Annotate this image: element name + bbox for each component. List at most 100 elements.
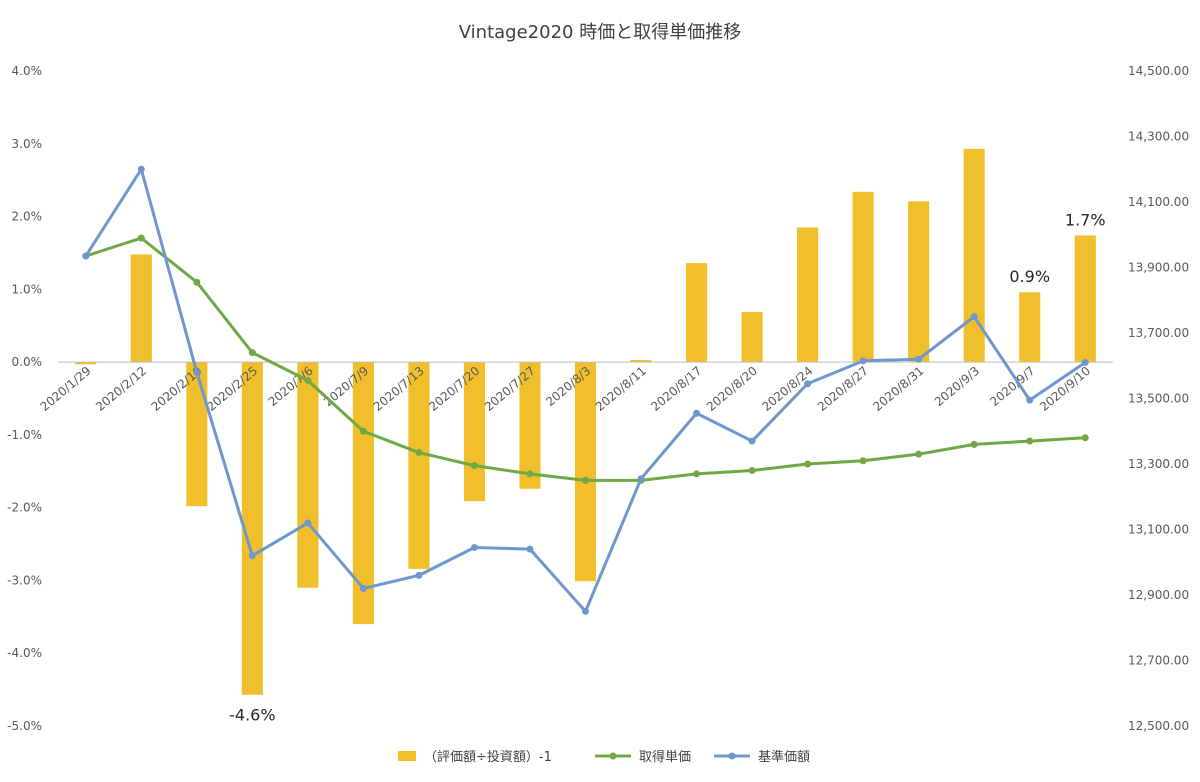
left-tick-label: -4.0% xyxy=(7,646,42,660)
right-tick-label: 14,100.00 xyxy=(1128,195,1189,209)
bar xyxy=(241,362,263,695)
legend-swatch-marker xyxy=(728,752,736,760)
series-point xyxy=(248,552,256,560)
series-point xyxy=(970,440,978,448)
left-tick-label: 0.0% xyxy=(12,355,43,369)
series-point xyxy=(470,544,478,552)
legend-label: 取得単価 xyxy=(639,749,691,765)
left-tick-label: 2.0% xyxy=(12,210,43,224)
bar xyxy=(75,362,97,365)
series-point xyxy=(859,457,867,465)
left-tick-label: -2.0% xyxy=(7,501,42,515)
series-point xyxy=(193,278,201,286)
series-point xyxy=(859,357,867,365)
series-point xyxy=(748,467,756,475)
series-point xyxy=(415,571,423,579)
right-tick-label: 12,500.00 xyxy=(1128,719,1189,733)
right-tick-label: 13,300.00 xyxy=(1128,457,1189,471)
data-label: 1.7% xyxy=(1065,210,1106,229)
series-point xyxy=(526,470,534,478)
series-point xyxy=(526,545,534,553)
left-tick-label: 4.0% xyxy=(12,64,43,78)
right-axis: 14,500.00 14,300.00 14,100.00 13,900.00 13,7… xyxy=(1128,64,1189,733)
series-point xyxy=(693,470,701,478)
bar xyxy=(741,311,763,363)
right-tick-label: 12,700.00 xyxy=(1128,654,1189,668)
series-point xyxy=(582,476,589,484)
right-tick-label: 13,100.00 xyxy=(1128,523,1189,537)
right-tick-label: 13,700.00 xyxy=(1128,326,1189,340)
series-point xyxy=(915,450,923,458)
series-point xyxy=(1081,434,1089,442)
series-point xyxy=(915,355,923,363)
bar-series xyxy=(75,148,1096,695)
data-annotations: -4.6% 0.9% 1.7% xyxy=(229,210,1105,724)
legend: （評価額÷投資額）-1 取得単価 基準価額 xyxy=(398,749,810,765)
data-label: 0.9% xyxy=(1009,267,1050,286)
category-label: 2020/2/12 xyxy=(93,364,149,414)
left-tick-label: 1.0% xyxy=(12,282,43,296)
legend-swatch-bar xyxy=(398,751,416,761)
bar xyxy=(908,201,930,363)
category-label: 2020/8/20 xyxy=(704,364,760,414)
series-point xyxy=(470,462,478,470)
bar xyxy=(963,148,985,363)
category-label: 2020/8/11 xyxy=(593,364,649,414)
series-point xyxy=(137,234,145,242)
series-point xyxy=(248,349,256,357)
category-label: 2020/9/3 xyxy=(932,364,982,409)
right-tick-label: 14,300.00 xyxy=(1128,130,1189,144)
bar xyxy=(852,191,874,363)
series-point xyxy=(304,376,312,384)
series-point xyxy=(359,427,367,435)
bar xyxy=(797,227,819,363)
left-tick-label: -3.0% xyxy=(7,573,42,587)
category-label: 2020/8/27 xyxy=(815,364,871,414)
series-point xyxy=(804,460,812,468)
left-tick-label: 3.0% xyxy=(12,137,43,151)
bar xyxy=(1074,235,1096,363)
bar xyxy=(408,362,430,569)
line-series xyxy=(82,165,1089,615)
legend-label: 基準価額 xyxy=(758,749,810,765)
series-point xyxy=(804,380,812,388)
series-point xyxy=(359,584,367,592)
series-point xyxy=(693,409,701,417)
category-label: 2020/1/29 xyxy=(38,364,94,414)
series-point xyxy=(970,313,978,321)
left-tick-label: -1.0% xyxy=(7,428,42,442)
series-point xyxy=(415,449,423,457)
bar xyxy=(630,359,652,363)
series-point xyxy=(1081,358,1089,366)
chart-title: Vintage2020 時価と取得単価推移 xyxy=(459,22,741,43)
right-tick-label: 14,500.00 xyxy=(1128,64,1189,78)
series-point xyxy=(582,607,589,615)
category-label: 2020/8/17 xyxy=(648,364,704,414)
bar xyxy=(186,362,208,507)
bar xyxy=(574,362,597,582)
right-tick-label: 12,900.00 xyxy=(1128,588,1189,602)
series-point xyxy=(137,165,145,173)
right-tick-label: 13,900.00 xyxy=(1128,261,1189,275)
legend-label: （評価額÷投資額）-1 xyxy=(424,749,552,765)
bar xyxy=(686,263,708,363)
category-label: 2020/8/31 xyxy=(870,364,926,414)
right-tick-label: 13,500.00 xyxy=(1128,392,1189,406)
series-point xyxy=(304,519,312,527)
series-point xyxy=(748,437,756,445)
series-point xyxy=(637,475,645,483)
bar xyxy=(1019,292,1041,363)
series-point xyxy=(1026,396,1034,404)
bar xyxy=(297,362,319,588)
series-point xyxy=(82,252,90,260)
left-axis: 4.0% 3.0% 2.0% 1.0% 0.0% -1.0% -2.0% -3.0% -4.0%… xyxy=(7,64,42,733)
bar xyxy=(352,362,374,625)
series-point xyxy=(193,368,201,376)
bar xyxy=(519,362,541,489)
series-point xyxy=(1026,437,1034,445)
legend-swatch-marker xyxy=(609,752,617,760)
bar xyxy=(130,254,152,363)
data-label: -4.6% xyxy=(229,706,275,725)
